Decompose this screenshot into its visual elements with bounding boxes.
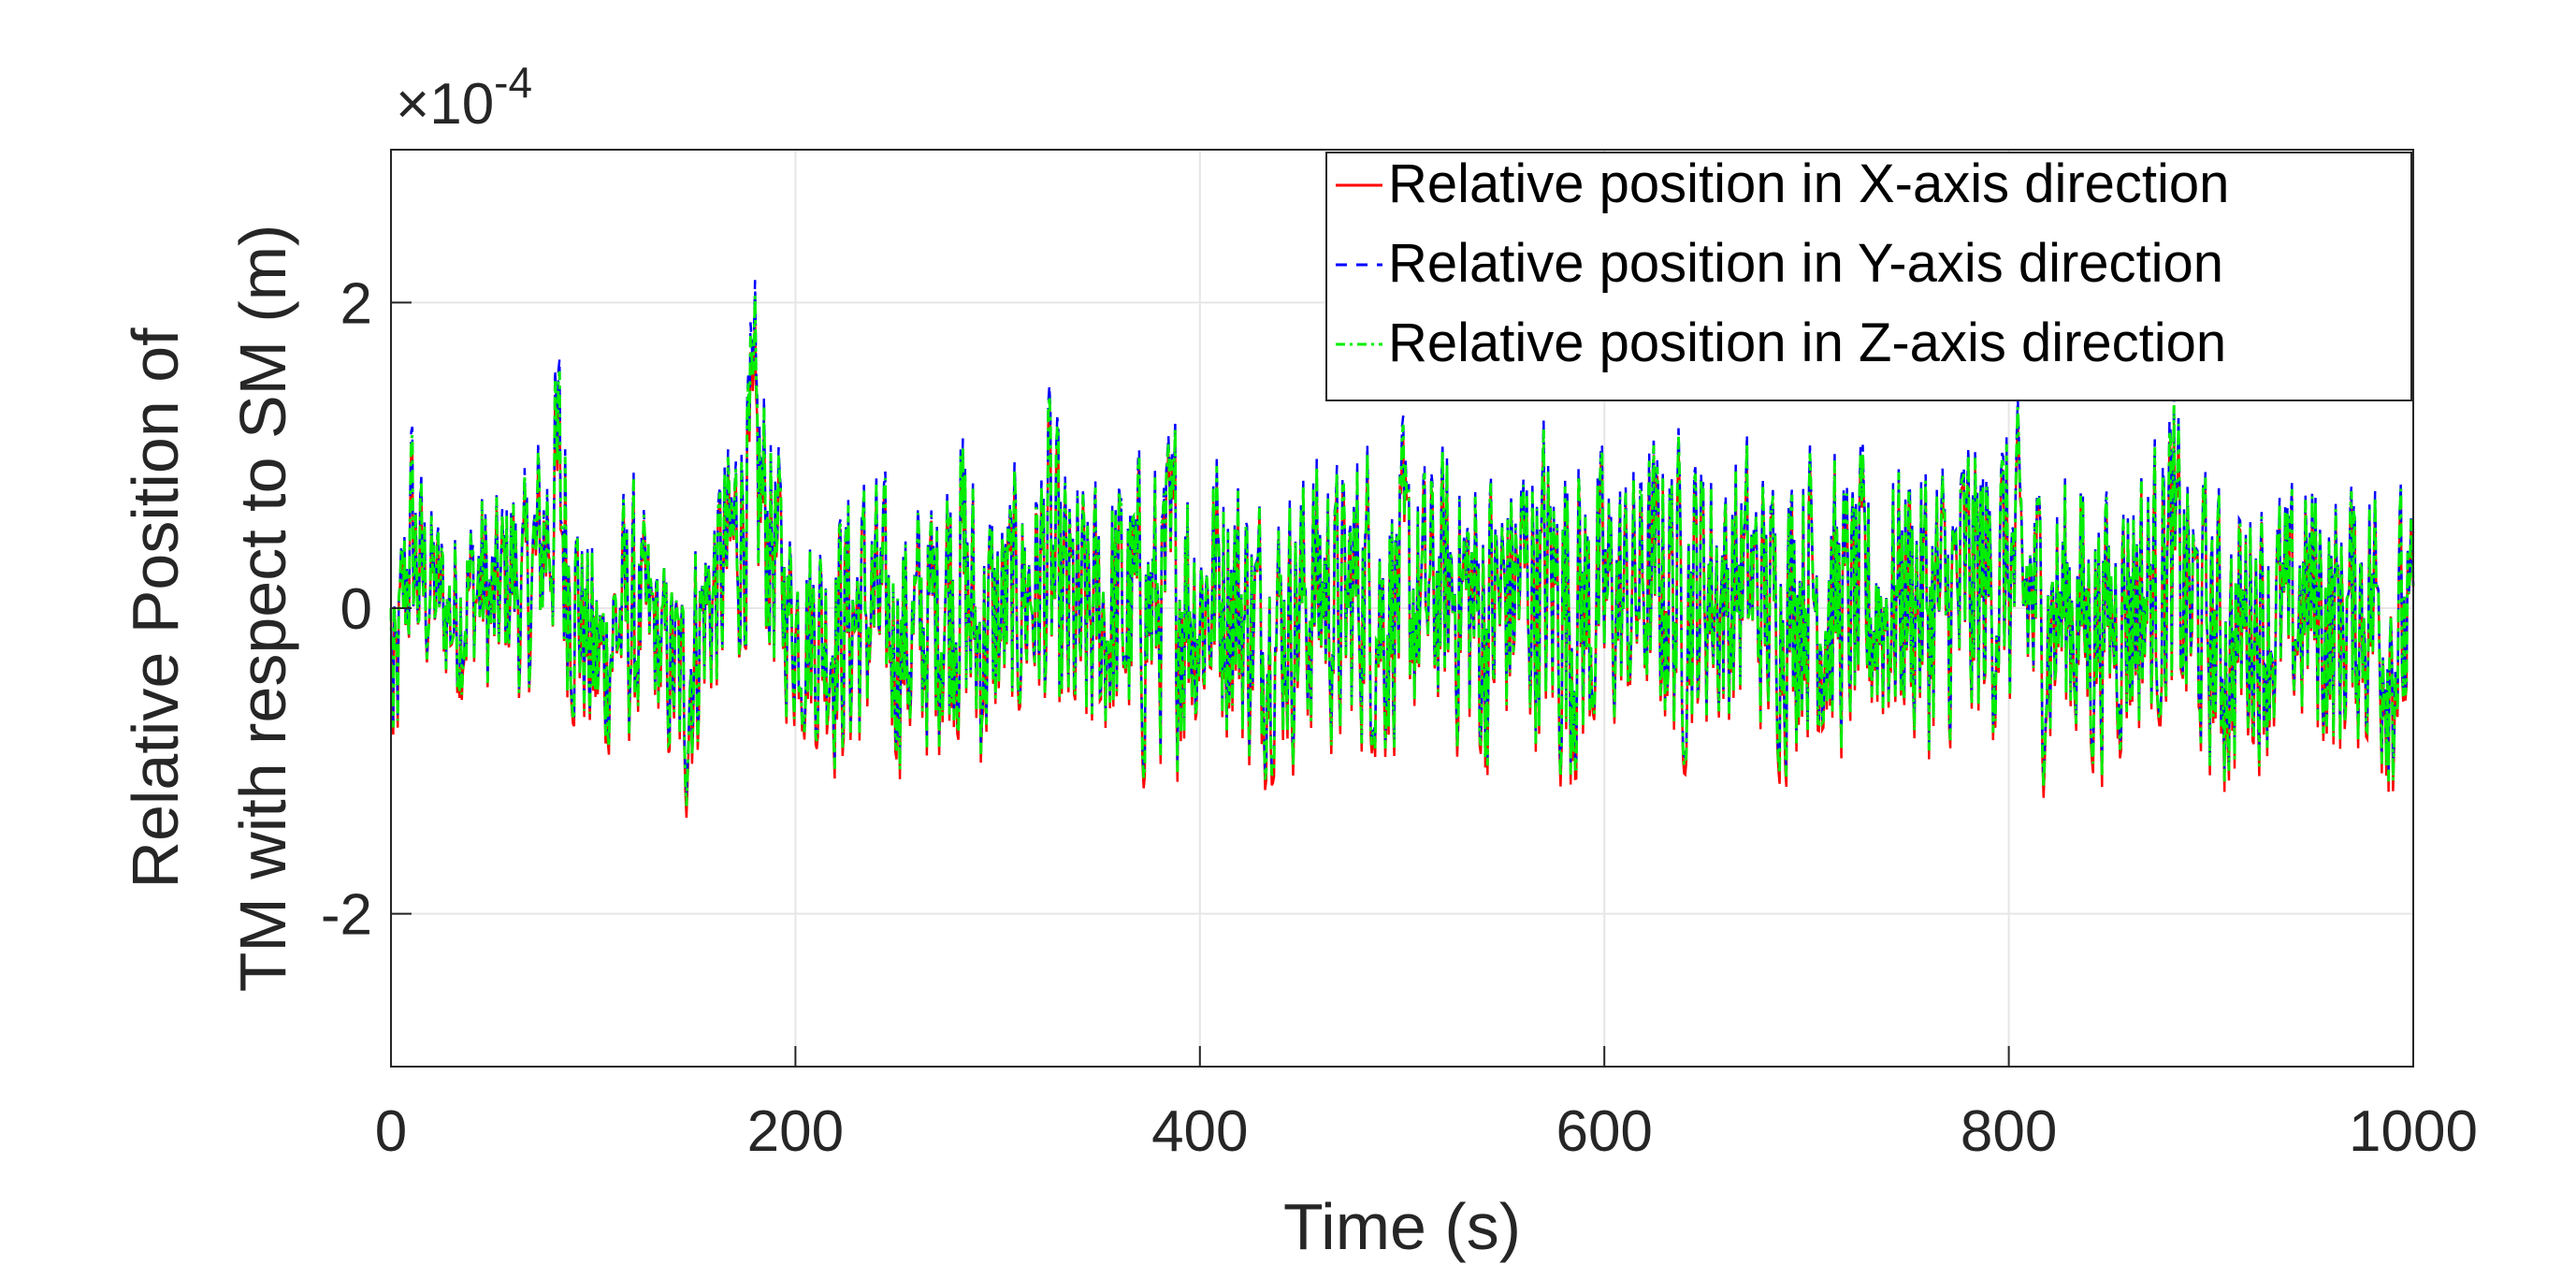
legend: Relative position in X-axis direction Re…	[1325, 152, 2412, 401]
series-layer	[389, 280, 2415, 819]
y-axis-label-line-2: TM with respect to SM (m)	[226, 225, 299, 993]
legend-entry-y: Relative position in Y-axis direction	[1388, 233, 2223, 294]
y-axis-label-line-1: Relative Position of	[119, 327, 192, 889]
ticks: 0 200 400 600 800 1000 -2 0 2	[321, 271, 2478, 1164]
y-axis-label: Relative Position of TM with respect to …	[119, 225, 299, 993]
y-tick-label: 0	[340, 577, 372, 642]
x-tick-label: 0	[375, 1099, 407, 1164]
y-tick-label: 2	[340, 271, 372, 336]
y-exponent-label: ×10-4	[396, 58, 532, 137]
y-tick-label: -2	[321, 883, 372, 948]
legend-entry-z: Relative position in Z-axis direction	[1388, 312, 2226, 373]
x-axis-label: Time (s)	[1283, 1190, 1521, 1263]
x-tick-label: 1000	[2349, 1099, 2478, 1164]
legend-entry-x: Relative position in X-axis direction	[1388, 153, 2229, 214]
series-line-z	[389, 295, 2415, 807]
x-tick-label: 600	[1556, 1099, 1652, 1164]
x-tick-label: 400	[1151, 1099, 1248, 1164]
legend-box	[1325, 152, 2412, 401]
x-tick-label: 200	[747, 1099, 844, 1164]
x-tick-label: 800	[1961, 1099, 2057, 1164]
